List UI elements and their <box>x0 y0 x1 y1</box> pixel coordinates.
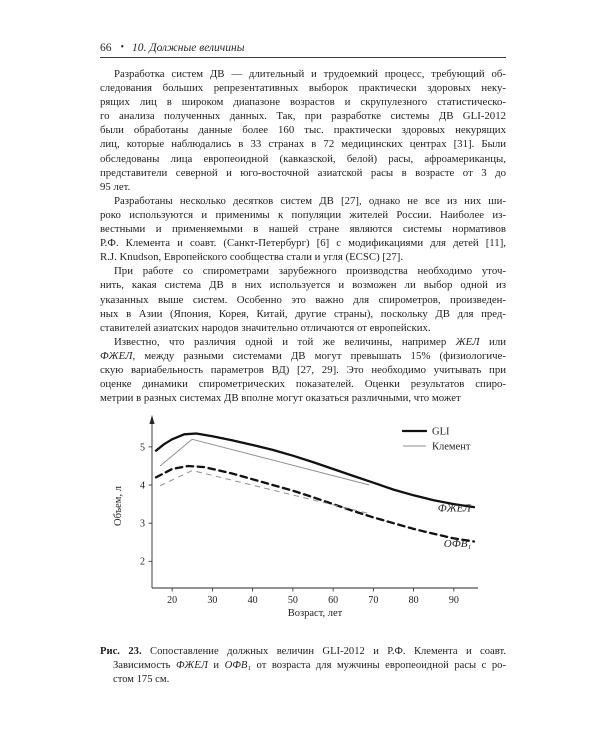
caption-text-segment: и <box>207 660 225 671</box>
legend-label: GLI <box>432 427 450 438</box>
caption-term-italic: ОФВ₁ <box>224 660 252 671</box>
spirometry-comparison-chart: 20 30 40 50 60 70 80 90 2 3 4 5 Объем, л Возраст, лет… <box>113 415 478 619</box>
figure-23-chart: 20 30 40 50 60 70 80 90 2 3 4 5 Объем, л Возраст, лет… <box>95 412 540 644</box>
text-line: лиц, которые наблюдались в 33 странах в … <box>100 138 506 151</box>
text-line: метрии в разных системах ДВ вполне могут… <box>100 392 461 405</box>
text-line: Разработаны несколько десятков систем ДВ… <box>114 194 506 207</box>
series-0 <box>154 432 476 509</box>
text-line: R.J. Knudson, Европейского сообщества ст… <box>100 251 404 264</box>
caption-text-segment: от возраста для мужчины европеоидной рас… <box>251 660 506 671</box>
text-line: представители северной и юго-восточной а… <box>100 166 506 179</box>
text-line: были обработаны данные более 160 тыс. пр… <box>100 124 506 137</box>
figure-caption: Рис. 23. Сопоставление должных величин G… <box>100 645 506 687</box>
caption-label: Рис. 23. <box>100 646 142 657</box>
series-1 <box>159 438 370 486</box>
text-line: указанных выше систем. Особенно это важн… <box>100 293 506 306</box>
text-line: роко используются и применимы к популяци… <box>100 208 506 221</box>
x-tick-label: 50 <box>288 595 298 606</box>
text-line: Разработка систем ДВ — длительный и труд… <box>114 68 506 80</box>
caption-term-italic: ФЖЕЛ <box>176 660 208 671</box>
legend-label: Клемент <box>432 442 471 453</box>
text-line: Известно, что различия одной и той же ве… <box>114 335 506 348</box>
text-line: 95 лет. <box>100 180 131 193</box>
header-rule <box>100 57 506 58</box>
text-line: го анализа полученных данных. Так, при р… <box>100 110 506 123</box>
text-line: ФЖЕЛ, между разными системами ДВ могут п… <box>100 349 506 362</box>
y-tick-label: 4 <box>140 480 145 491</box>
page-number: 66 <box>100 42 112 54</box>
curve-annotation: ФЖЕЛ <box>438 503 472 515</box>
bullet-separator: • <box>120 42 125 53</box>
curve-annotation: ОФВ₁ <box>444 538 472 550</box>
text-line: оценке динамики спирометрических показат… <box>100 378 506 391</box>
y-tick-label: 5 <box>140 442 145 453</box>
text-line: ставителей азиатских народов значительно… <box>100 321 431 334</box>
x-tick-label: 40 <box>248 595 258 606</box>
y-axis-arrow-icon <box>149 415 155 424</box>
x-tick-label: 80 <box>409 595 419 606</box>
text-line: ных в Азии (Япония, Корея, Китай, другие… <box>100 307 506 320</box>
x-tick-label: 70 <box>368 595 378 606</box>
caption-text-segment: Зависимость <box>113 660 176 671</box>
x-tick-label: 90 <box>449 595 459 606</box>
x-axis-label: Возраст, лет <box>288 608 343 619</box>
body-text: Разработка систем ДВ — длительный и труд… <box>100 67 506 405</box>
caption-line-3: стом 175 см. <box>113 674 170 685</box>
running-head: 66 • 10. Должные величины <box>100 42 506 54</box>
x-tick-label: 60 <box>328 595 338 606</box>
chapter-title: 10. Должные величины <box>132 42 245 54</box>
text-line: вестными и применяемыми в нашей стране я… <box>100 223 506 236</box>
x-tick-label: 20 <box>167 595 177 606</box>
x-tick-label: 30 <box>207 595 217 606</box>
caption-line-1: Рис. 23. Сопоставление должных величин G… <box>100 645 506 659</box>
text-line: скую вариабельность параметров ВД) [27, … <box>100 363 506 376</box>
y-axis-label: Объем, л <box>113 486 124 526</box>
text-line: рящих лиц в широком диапазоне возрастов … <box>100 96 506 109</box>
caption-line-2: Зависимость ФЖЕЛ и ОФВ₁ от возраста для … <box>113 659 506 673</box>
text-line: Р.Ф. Клемента и соавт. (Санкт-Петербург)… <box>100 237 506 250</box>
text-line: следования больших репрезентативных выбо… <box>100 82 506 95</box>
y-tick-label: 2 <box>140 557 145 568</box>
y-tick-label: 3 <box>140 519 145 530</box>
caption-text-1: Сопоставление должных величин GLI-2012 и… <box>150 646 506 657</box>
text-line: При работе со спирометрами зарубежного п… <box>114 265 506 278</box>
series-2 <box>154 464 476 543</box>
text-line: нить, какая система ДВ в них используетс… <box>100 279 506 292</box>
series-3 <box>159 470 370 515</box>
text-line: обследованы лица европеоидной (кавказско… <box>100 152 506 165</box>
